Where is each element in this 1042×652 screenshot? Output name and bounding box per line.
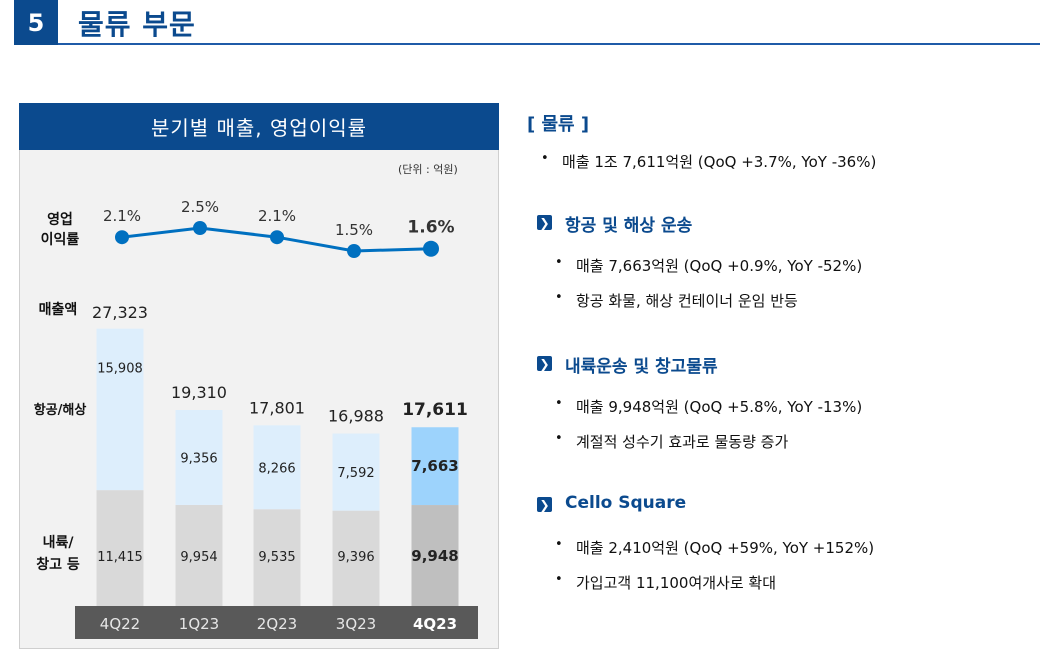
margin-point <box>423 240 439 257</box>
bar-segment <box>332 433 380 511</box>
total-label: 16,988 <box>328 407 384 426</box>
section-bullet: 매출 9,948억원 (QoQ +5.8%, YoY -13%) <box>555 396 862 417</box>
category-axis-band <box>75 606 478 639</box>
total-label: 27,323 <box>92 303 148 322</box>
bar-value-label: 7,592 <box>337 466 374 481</box>
margin-point <box>347 244 361 258</box>
margin-label: 1.5% <box>335 221 373 239</box>
margin-point <box>270 230 284 245</box>
section-bullet: 계절적 성수기 효과로 물동량 증가 <box>555 431 788 452</box>
chart-title: 분기별 매출, 영업이익률 <box>19 103 499 150</box>
row-label-margin: 영업 이익률 <box>40 212 80 248</box>
page-title: 물류 부문 <box>78 8 196 41</box>
bar-value-label: 11,415 <box>97 550 143 565</box>
bar-segment <box>411 505 459 606</box>
bar-segment <box>96 328 144 491</box>
section-bullet: 항공 화물, 해상 컨테이너 운임 반등 <box>555 290 798 311</box>
section-title: 항공 및 해상 운송 <box>565 216 693 236</box>
unit-label: (단위 : 억원) <box>398 163 458 176</box>
section-title: 내륙운송 및 창고물류 <box>565 357 718 377</box>
row-label-revenue: 매출액 <box>38 302 78 318</box>
bar-segment <box>253 425 301 510</box>
right-heading: [ 물류 ] <box>527 114 590 135</box>
chevron-right-box-icon: ❯ <box>537 497 552 512</box>
total-label: 19,310 <box>171 383 227 402</box>
category-label: 1Q23 <box>179 615 219 633</box>
bar-value-label: 9,535 <box>258 550 295 565</box>
bar-value-label: 15,908 <box>97 361 143 376</box>
chevron-right-box-icon: ❯ <box>537 215 552 230</box>
summary-bullet: 매출 1조 7,611억원 (QoQ +3.7%, YoY -36%) <box>541 151 876 172</box>
category-label: 2Q23 <box>257 615 297 633</box>
bar-segment <box>96 490 144 606</box>
section-bullet: 매출 2,410억원 (QoQ +59%, YoY +152%) <box>555 537 874 558</box>
bar-segment <box>253 509 301 606</box>
bar-value-label: 9,948 <box>411 547 458 565</box>
margin-label: 2.5% <box>181 198 219 216</box>
bar-segment <box>332 510 380 606</box>
bar-value-label: 8,266 <box>258 461 295 476</box>
section-bullet: 가입고객 11,100여개사로 확대 <box>555 572 776 593</box>
total-label: 17,611 <box>402 400 468 420</box>
bar-value-label: 9,954 <box>180 550 217 565</box>
margin-point <box>193 221 207 235</box>
category-label: 3Q23 <box>336 615 376 633</box>
bar-value-label: 9,356 <box>180 451 217 466</box>
section-bullet: 매출 7,663억원 (QoQ +0.9%, YoY -52%) <box>555 255 862 276</box>
title-divider <box>58 43 1040 45</box>
row-label-air-sea: 항공/해상 <box>33 403 87 418</box>
bar-segment <box>175 410 223 505</box>
section-number: 5 <box>14 0 58 45</box>
category-label: 4Q22 <box>100 615 140 633</box>
margin-label: 2.1% <box>103 207 141 225</box>
row-label-inland: 내륙/ 창고 등 <box>36 535 80 573</box>
total-label: 17,801 <box>249 398 305 417</box>
chevron-right-box-icon: ❯ <box>537 356 552 371</box>
category-label: 4Q23 <box>413 615 457 633</box>
bar-value-label: 9,396 <box>337 550 374 565</box>
bar-value-label: 7,663 <box>411 457 458 475</box>
section-title: Cello Square <box>565 493 687 513</box>
margin-point <box>115 230 129 245</box>
bar-segment <box>175 504 223 606</box>
margin-label: 1.6% <box>407 218 454 238</box>
margin-label: 2.1% <box>258 207 296 225</box>
bar-segment <box>411 427 459 506</box>
